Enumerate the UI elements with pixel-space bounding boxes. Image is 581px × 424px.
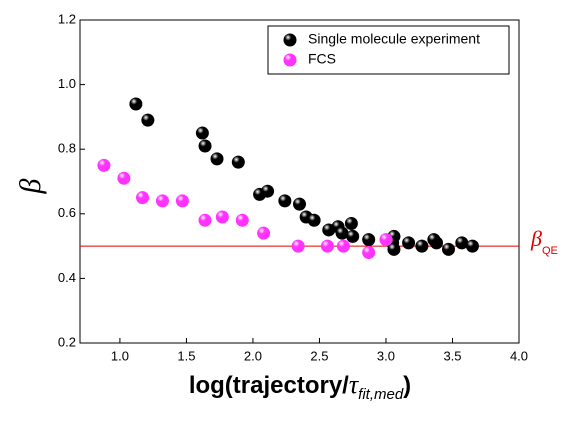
data-point: [387, 242, 401, 256]
data-point: [293, 197, 306, 211]
data-point: [155, 194, 169, 208]
data-point: [415, 239, 429, 253]
x-label-subscript: fit,med: [358, 386, 404, 403]
data-point: [198, 213, 212, 227]
y-axis-label: β: [14, 178, 47, 194]
data-point: [129, 97, 143, 111]
data-point: [362, 233, 376, 247]
x-tick-label: 1.5: [177, 348, 195, 363]
y-tick-label: 0.2: [58, 334, 76, 349]
x-tick-label: 1.0: [111, 348, 129, 363]
y-tick-label: 0.6: [58, 205, 76, 220]
data-point: [136, 191, 150, 205]
data-point: [291, 239, 305, 253]
y-tick-label: 0.8: [58, 141, 76, 156]
data-point: [141, 113, 155, 127]
data-point: [335, 226, 349, 240]
data-point: [195, 126, 209, 140]
data-point: [441, 242, 455, 256]
data-point: [175, 194, 189, 208]
data-point: [346, 229, 360, 243]
legend-label: Single molecule experiment: [308, 31, 480, 47]
data-point: [344, 216, 358, 230]
data-point: [379, 233, 393, 247]
data-point: [427, 233, 441, 247]
x-label-symbol: τ: [349, 370, 360, 399]
y-tick-label: 1.2: [58, 11, 76, 26]
data-point: [307, 213, 321, 227]
legend-marker: [283, 53, 297, 67]
legend-box: [267, 25, 510, 75]
y-tick-label: 1.0: [58, 76, 76, 91]
x-label-close: ): [403, 372, 411, 399]
data-point: [215, 210, 229, 224]
legend-label: FCS: [308, 51, 336, 67]
data-point: [257, 226, 271, 240]
data-point: [261, 184, 275, 198]
data-point: [336, 239, 350, 253]
x-axis-label: log(trajectory/τfit,med): [189, 370, 411, 403]
data-point: [362, 246, 376, 260]
data-point: [210, 152, 224, 166]
data-point: [320, 239, 334, 253]
legend-marker: [283, 33, 297, 47]
data-point: [465, 239, 479, 253]
x-tick-label: 3.0: [377, 348, 395, 363]
x-tick-label: 2.0: [244, 348, 262, 363]
reference-subscript: QE: [542, 245, 558, 257]
data-point: [198, 139, 212, 153]
x-tick-label: 2.5: [310, 348, 328, 363]
x-tick-label: 3.5: [443, 348, 461, 363]
data-point: [455, 236, 469, 250]
data-point: [278, 194, 292, 208]
data-point: [97, 158, 111, 172]
data-point: [117, 171, 131, 185]
data-point: [402, 236, 416, 250]
plot-frame: [79, 19, 520, 344]
data-point: [231, 155, 245, 169]
reference-symbol: β: [530, 226, 542, 251]
x-label-main: log(trajectory/: [189, 372, 349, 399]
y-tick-label: 0.4: [58, 270, 76, 285]
x-tick-label: 4.0: [510, 348, 528, 363]
reference-label: βQE: [530, 226, 558, 257]
data-point: [235, 213, 249, 227]
